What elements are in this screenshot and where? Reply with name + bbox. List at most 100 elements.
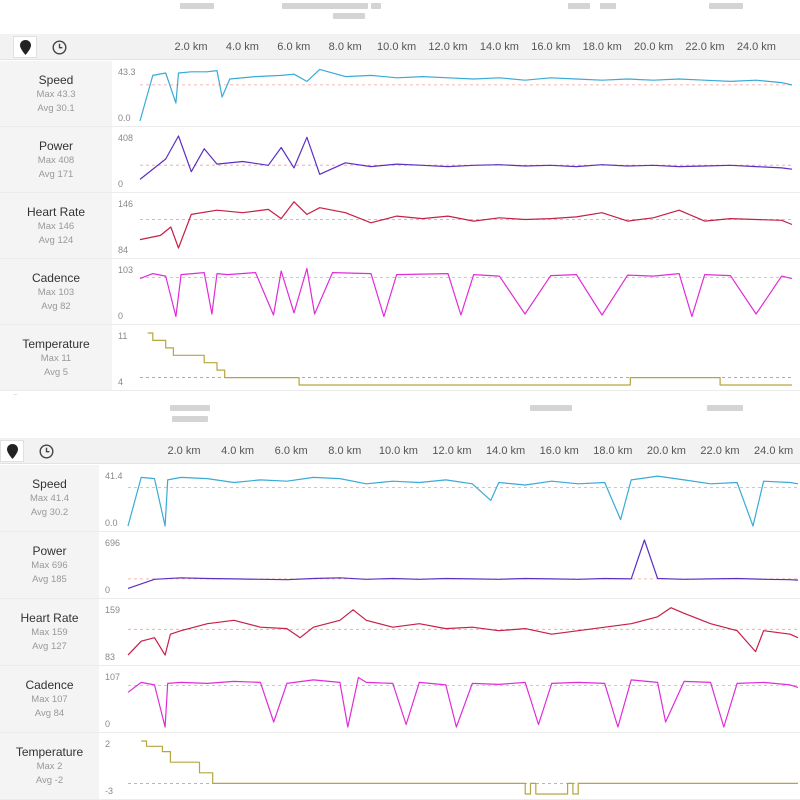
metric-row-cadence: Cadence Max 103 Avg 82 103 0 bbox=[0, 259, 800, 325]
heart-rate-plot[interactable] bbox=[127, 599, 799, 666]
x-tick-label: 8.0 km bbox=[328, 41, 362, 53]
y-axis-max-label: 159 bbox=[105, 605, 121, 615]
x-tick-label: 4.0 km bbox=[225, 41, 259, 53]
x-tick-label: 22.0 km bbox=[700, 445, 740, 457]
metric-label-panel: Cadence Max 107 Avg 84 bbox=[0, 666, 99, 732]
metric-row-speed: Speed Max 43.3 Avg 30.1 43.3 0.0 bbox=[0, 61, 800, 127]
y-axis-min-label: 0.0 bbox=[105, 518, 118, 528]
metric-label-panel: Temperature Max 11 Avg 5 bbox=[0, 325, 112, 390]
placeholder-bar bbox=[282, 3, 368, 9]
power-plot[interactable] bbox=[127, 532, 799, 599]
x-tick-label: 10.0 km bbox=[378, 445, 418, 457]
placeholder-bar bbox=[172, 416, 208, 422]
map-pin-icon bbox=[6, 443, 18, 459]
time-axis-button[interactable] bbox=[34, 440, 58, 462]
x-tick-label: 14.0 km bbox=[486, 445, 526, 457]
y-axis-min-label: 0 bbox=[118, 179, 124, 189]
cadence-plot[interactable] bbox=[127, 666, 799, 733]
y-axis-min-label: 0.0 bbox=[118, 113, 131, 123]
metric-max: Max 696 bbox=[31, 560, 68, 571]
x-tick-label: 6.0 km bbox=[274, 445, 308, 457]
chart-toolbar: 2.0 km 4.0 km 6.0 km 8.0 km 10.0 km 12.0 km 14… bbox=[0, 438, 800, 464]
temperature-chart-svg bbox=[128, 740, 798, 795]
speed-chart-svg bbox=[127, 475, 799, 527]
metric-name: Temperature bbox=[15, 745, 84, 759]
x-tick-label: 18.0 km bbox=[582, 41, 622, 53]
distance-axis-button[interactable] bbox=[0, 440, 24, 462]
metric-max: Max 43.3 bbox=[36, 89, 76, 100]
clock-icon bbox=[51, 39, 67, 55]
x-tick-label: 4.0 km bbox=[221, 445, 255, 457]
metric-avg: Avg 82 bbox=[41, 301, 71, 312]
y-axis-max-label: 41.4 bbox=[105, 471, 123, 481]
metric-max: Max 2 bbox=[36, 761, 63, 772]
cadence-chart-svg bbox=[127, 676, 799, 728]
y-axis-min-label: 0 bbox=[105, 719, 111, 729]
metric-row-temperature: Temperature Max 2 Avg -2 2 -3 bbox=[0, 733, 800, 800]
speed-plot[interactable] bbox=[127, 465, 799, 532]
cadence-series-line bbox=[139, 267, 793, 318]
x-tick-label: 10.0 km bbox=[377, 41, 417, 53]
cadence-series-line bbox=[127, 676, 799, 728]
heart-rate-chart-svg bbox=[127, 607, 799, 656]
x-tick-label: 18.0 km bbox=[593, 445, 633, 457]
time-axis-button[interactable] bbox=[47, 36, 71, 58]
y-axis-min-label: 84 bbox=[118, 245, 129, 255]
heart-rate-plot[interactable] bbox=[139, 193, 793, 259]
metric-max: Max 146 bbox=[37, 221, 75, 232]
y-axis-min-label: 4 bbox=[118, 377, 124, 387]
power-series-line bbox=[139, 135, 793, 180]
metric-row-temperature: Temperature Max 11 Avg 5 11 4 bbox=[0, 325, 800, 391]
metric-avg: Avg 124 bbox=[38, 235, 74, 246]
metric-row-cadence: Cadence Max 107 Avg 84 107 0 bbox=[0, 666, 800, 733]
metric-avg: Avg 127 bbox=[32, 641, 67, 652]
y-axis-max-label: 103 bbox=[118, 265, 134, 275]
heart-rate-series-line bbox=[127, 607, 799, 656]
y-axis-max-label: 107 bbox=[105, 672, 121, 682]
placeholder-bar bbox=[371, 3, 381, 9]
metric-max: Max 408 bbox=[37, 155, 75, 166]
temperature-series-line bbox=[147, 332, 792, 386]
placeholder-bar bbox=[600, 3, 616, 9]
metric-row-power: Power Max 696 Avg 185 696 0 bbox=[0, 532, 800, 599]
x-tick-label: 12.0 km bbox=[432, 445, 472, 457]
placeholder-bar bbox=[707, 405, 743, 411]
metric-max: Max 159 bbox=[31, 627, 68, 638]
chart-toolbar: 2.0 km 4.0 km 6.0 km 8.0 km 10.0 km 12.0 km 14… bbox=[0, 34, 800, 60]
metric-max: Max 41.4 bbox=[29, 493, 70, 504]
x-tick-label: 16.0 km bbox=[531, 41, 571, 53]
temperature-plot[interactable] bbox=[128, 733, 798, 800]
activity-chart-panel-1: 2.0 km 4.0 km 6.0 km 8.0 km 10.0 km 12.0 km 14… bbox=[0, 34, 800, 391]
activity-chart-panel-2: 2.0 km 4.0 km 6.0 km 8.0 km 10.0 km 12.0 km 14… bbox=[0, 438, 800, 800]
metric-label-panel: Power Max 696 Avg 185 bbox=[0, 532, 99, 598]
x-tick-label: 12.0 km bbox=[428, 41, 468, 53]
metric-label-panel: Temperature Max 2 Avg -2 bbox=[0, 733, 99, 799]
distance-axis-button[interactable] bbox=[13, 36, 37, 58]
y-axis-max-label: 43.3 bbox=[118, 67, 136, 77]
speed-plot[interactable] bbox=[139, 61, 793, 127]
metric-avg: Avg 84 bbox=[34, 708, 65, 719]
y-axis-min-label: 0 bbox=[105, 585, 111, 595]
x-tick-label: 2.0 km bbox=[167, 445, 201, 457]
metric-name: Speed bbox=[32, 477, 67, 491]
metric-avg: Avg -2 bbox=[35, 775, 64, 786]
y-axis-min-label: -3 bbox=[105, 786, 114, 796]
metric-avg: Avg 5 bbox=[43, 367, 69, 378]
metric-name: Cadence bbox=[25, 678, 74, 692]
metric-name: Power bbox=[32, 544, 67, 558]
placeholder-bar bbox=[180, 3, 214, 9]
metric-name: Cadence bbox=[31, 271, 81, 285]
power-plot[interactable] bbox=[139, 127, 793, 193]
x-tick-label: 2.0 km bbox=[174, 41, 208, 53]
temperature-plot[interactable] bbox=[140, 325, 792, 391]
metric-name: Speed bbox=[38, 73, 74, 87]
x-tick-label: 16.0 km bbox=[539, 445, 579, 457]
section-marker: ¨ bbox=[14, 393, 17, 402]
metric-label-panel: Speed Max 41.4 Avg 30.2 bbox=[0, 465, 99, 531]
heart-rate-series-line bbox=[139, 201, 793, 249]
metric-label-panel: Heart Rate Max 159 Avg 127 bbox=[0, 599, 99, 665]
y-axis-max-label: 696 bbox=[105, 538, 121, 548]
temperature-chart-svg bbox=[140, 332, 792, 386]
cadence-plot[interactable] bbox=[139, 259, 793, 325]
metric-max: Max 103 bbox=[37, 287, 75, 298]
